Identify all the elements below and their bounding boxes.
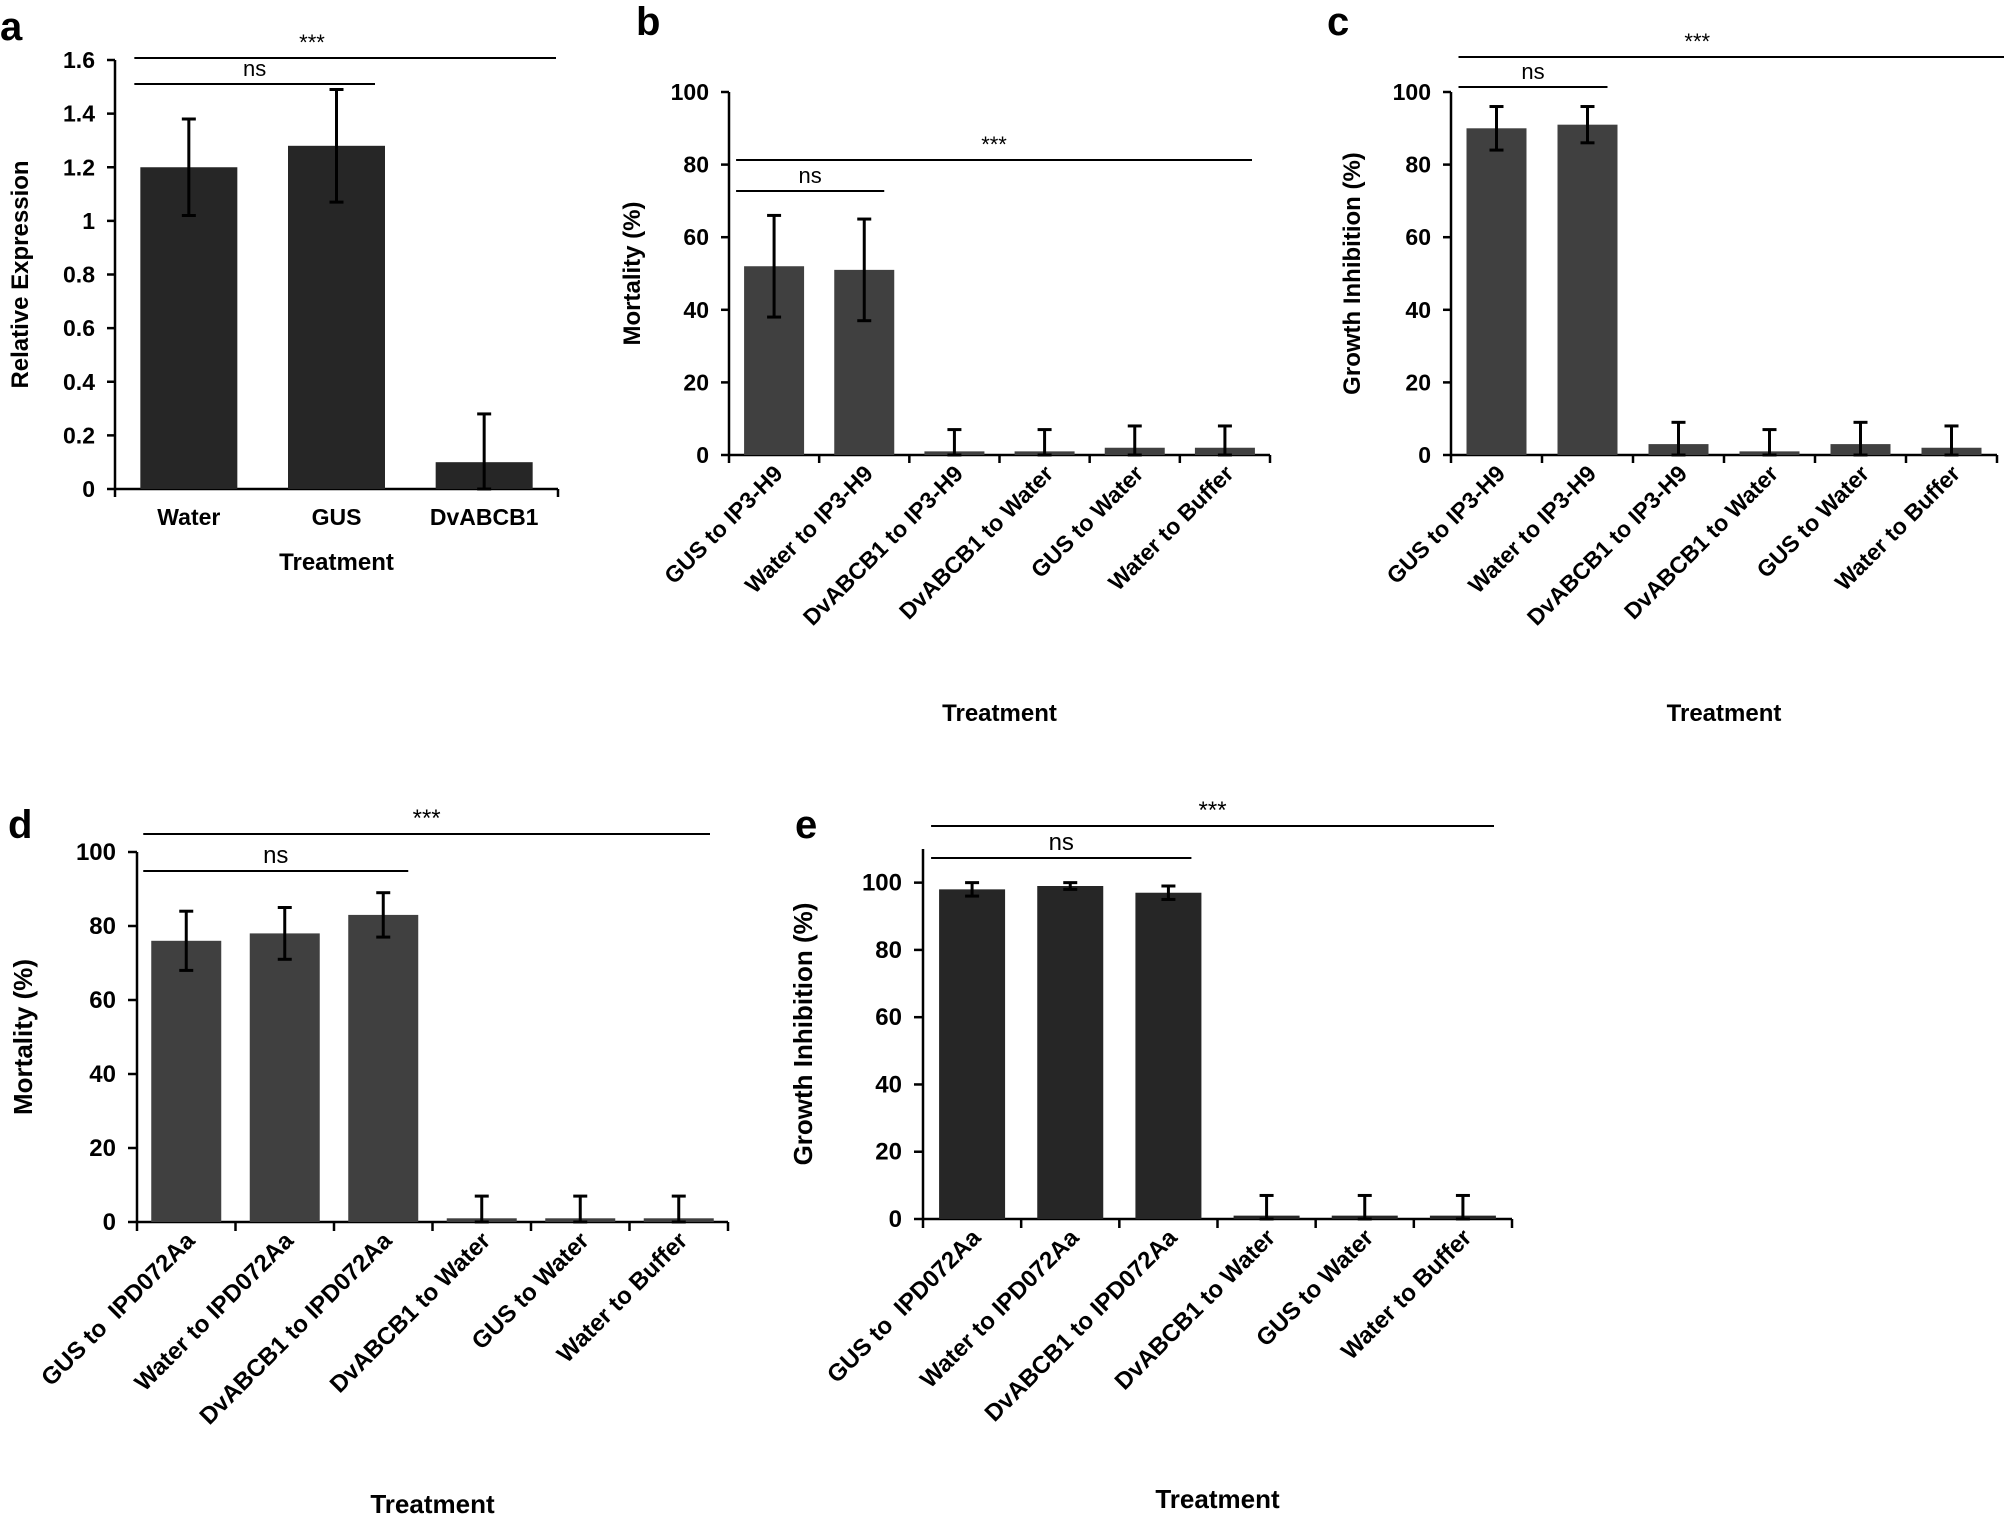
y-tick-label: 40 [683,297,709,323]
y-tick-label: 0 [696,442,709,468]
significance-stars: *** [1199,797,1227,824]
y-tick-label: 1.2 [63,154,95,180]
bar [249,933,320,1222]
x-tick-label: DvABCB1 to IPD072Aa [194,1227,397,1430]
y-tick-label: 100 [671,79,709,105]
x-tick-label: DvABCB1 to Water [1619,460,1783,624]
panel-letter: e [795,803,817,847]
y-tick-label: 40 [89,1061,116,1088]
y-tick-label: 1.4 [63,101,95,127]
y-tick-label: 1 [82,208,95,234]
significance-stars: *** [299,30,325,55]
significance-ns: ns [1521,59,1544,84]
y-axis-title: Growth Inhibition (%) [788,903,818,1166]
significance-stars: *** [413,805,441,832]
y-tick-label: 100 [76,839,116,866]
bar [1135,892,1202,1219]
x-axis-title: Treatment [370,1489,495,1519]
significance-ns: ns [263,842,288,869]
y-tick-label: 80 [683,152,709,178]
x-tick-label: DvABCB1 to IP3-H9 [798,460,968,630]
y-tick-label: 60 [875,1004,902,1031]
bar [1466,128,1527,456]
x-tick-label: Water to IPD072Aa [915,1224,1085,1394]
bar [151,940,222,1222]
y-tick-label: 0.2 [63,422,95,448]
x-tick-label: DvABCB1 to Water [1110,1224,1281,1395]
significance-stars: *** [981,132,1007,157]
y-tick-label: 100 [862,870,902,897]
panel-letter: d [8,803,32,847]
y-tick-label: 20 [683,369,709,395]
x-tick-label: Water [157,504,220,530]
bar [1037,886,1104,1219]
x-tick-label: DvABCB1 to IPD072Aa [980,1224,1183,1427]
y-tick-label: 80 [89,913,116,940]
bar [348,914,419,1222]
x-axis-title: Treatment [942,700,1057,727]
y-axis-title: Mortality (%) [8,959,38,1115]
y-axis-title: Relative Expression [7,160,34,388]
y-tick-label: 80 [875,937,902,964]
significance-stars: *** [1684,29,1710,54]
y-axis-title: Mortality (%) [619,202,646,346]
x-tick-label: DvABCB1 [430,504,539,530]
bar [939,889,1006,1219]
bar [1557,124,1618,456]
x-tick-label: DvABCB1 to IP3-H9 [1522,460,1692,630]
panel-a: a 0 0.2 0.4 0.6 0.8 1 1.2 1.4 1.6 Water GUS DvABCB1 R… [0,5,560,576]
significance-ns: ns [1049,829,1074,856]
y-tick-label: 100 [1393,79,1431,105]
y-tick-label: 0.6 [63,315,95,341]
y-tick-label: 20 [875,1139,902,1166]
y-tick-label: 60 [1405,224,1431,250]
y-tick-label: 40 [1405,297,1431,323]
y-tick-label: 0 [82,476,95,502]
y-tick-label: 40 [875,1071,902,1098]
y-tick-label: 0.4 [63,369,95,395]
y-tick-label: 80 [1405,152,1431,178]
x-axis-title: Treatment [1155,1484,1280,1514]
y-tick-label: 0.8 [63,262,95,288]
y-tick-label: 0 [1418,442,1431,468]
bar [140,167,238,489]
significance-ns: ns [243,56,266,81]
y-tick-label: 60 [683,224,709,250]
panel-letter: a [0,5,23,49]
x-tick-label: DvABCB1 to Water [325,1227,496,1398]
y-tick-label: 0 [103,1209,116,1236]
y-tick-label: 0 [889,1206,902,1233]
y-tick-label: 60 [89,987,116,1014]
x-tick-label: GUS [312,504,362,530]
panel-letter: b [636,0,660,44]
significance-ns: ns [799,163,822,188]
y-axis-title: Growth Inhibition (%) [1339,152,1366,395]
x-tick-label: DvABCB1 to Water [894,460,1058,624]
y-tick-label: 20 [89,1135,116,1162]
x-axis-title: Treatment [279,549,394,576]
panel-letter: c [1327,0,1349,44]
y-tick-label: 20 [1405,369,1431,395]
y-tick-label: 1.6 [63,47,95,73]
x-axis-title: Treatment [1667,700,1782,727]
